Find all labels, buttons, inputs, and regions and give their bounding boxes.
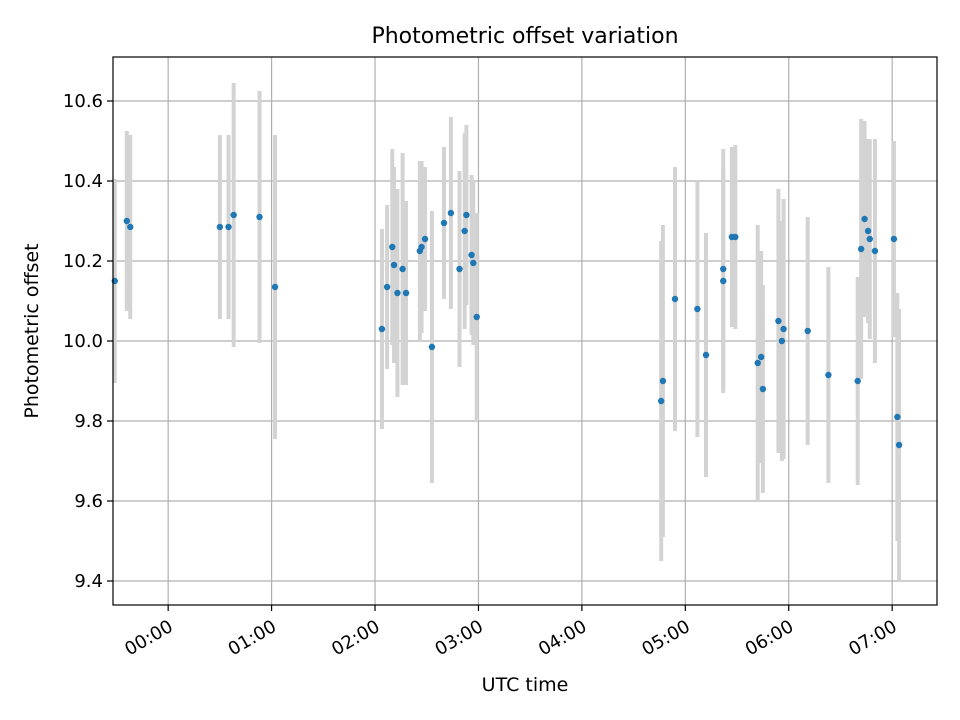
grid: [113, 57, 937, 605]
data-point: [390, 261, 398, 269]
data-point: [895, 441, 903, 449]
data-point: [671, 295, 679, 303]
y-tick-label: 10.0: [63, 331, 103, 352]
data-point: [759, 385, 767, 393]
y-tick-label: 9.8: [74, 411, 103, 432]
data-point: [418, 243, 425, 251]
data-point: [123, 217, 130, 225]
data-point: [461, 227, 468, 235]
data-point: [468, 251, 475, 259]
data-point: [399, 265, 406, 273]
y-tick-label: 9.6: [74, 491, 103, 512]
data-point: [694, 305, 701, 313]
y-tick-label: 9.4: [74, 571, 103, 592]
data-point: [378, 325, 386, 333]
data-point: [447, 209, 455, 217]
data-point: [871, 247, 879, 255]
data-point: [428, 343, 436, 351]
data-point: [216, 223, 224, 231]
data-point: [421, 235, 429, 243]
data-point: [127, 223, 134, 231]
x-axis-label: UTC time: [482, 674, 569, 696]
y-axis: 9.4 9.6 9.8 10.0 10.2 10.4 10.6: [63, 91, 113, 592]
data-point: [864, 227, 872, 235]
data-point: [256, 213, 263, 221]
data-point: [775, 317, 782, 325]
data-point: [720, 265, 727, 273]
data-point: [825, 371, 832, 379]
y-axis-label: Photometric offset: [21, 243, 43, 418]
data-point: [230, 211, 237, 219]
data-point: [473, 313, 480, 321]
data-point: [894, 413, 901, 421]
data-point: [866, 235, 873, 243]
data-point: [757, 353, 765, 361]
data-point: [854, 377, 861, 385]
data-point: [659, 377, 667, 385]
plot-frame: [112, 56, 938, 606]
data-point: [402, 289, 410, 297]
data-point: [857, 245, 865, 253]
data-point: [271, 283, 279, 291]
data-point: [890, 235, 898, 243]
data-point: [463, 211, 470, 219]
data-point: [440, 219, 448, 227]
data-point: [456, 265, 463, 273]
y-tick-label: 10.6: [63, 91, 103, 112]
y-tick-label: 10.2: [63, 251, 103, 272]
data-point: [702, 351, 710, 359]
data-point: [778, 337, 786, 345]
data-point: [470, 259, 477, 267]
data-point: [754, 359, 761, 367]
data-point: [383, 283, 391, 291]
data-point: [804, 327, 811, 335]
data-point: [732, 233, 739, 241]
data-point: [389, 243, 396, 251]
chart-title: Photometric offset variation: [371, 24, 678, 49]
data-point: [780, 325, 787, 333]
data-point: [225, 223, 232, 231]
y-tick-label: 10.4: [63, 171, 103, 192]
data-point: [720, 277, 727, 285]
data-point: [861, 215, 868, 223]
data-point: [394, 289, 401, 297]
data-points: [111, 209, 903, 449]
data-point: [657, 397, 665, 405]
